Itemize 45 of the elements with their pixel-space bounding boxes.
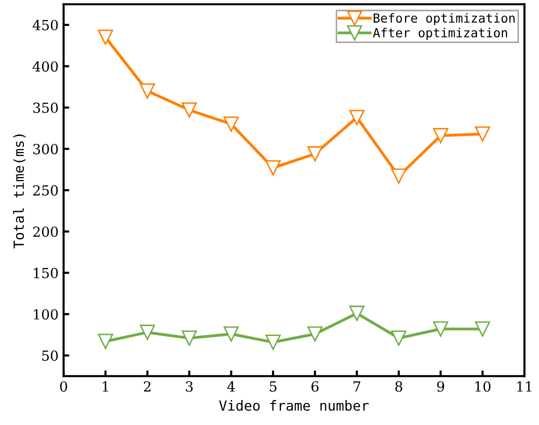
point [140,324,156,340]
y-tick-label: 150 [34,268,58,278]
point [307,146,323,162]
x-axis-title: Video frame number [219,400,369,411]
y-tick-label: 400 [32,61,58,72]
y-tick-label: 100 [34,309,58,320]
y-tick-label: 50 [42,350,58,361]
point [98,334,114,350]
y-tick-label: 200 [33,226,58,237]
y-tick-label: 450 [32,20,58,30]
y-axis-title: Total time(ms) [13,134,26,248]
y-tick-label: 350 [33,102,58,114]
point [433,128,448,144]
point [349,110,365,126]
point [433,321,448,337]
point [474,126,490,142]
x-tick-label: 1 [102,381,108,392]
point [182,102,197,118]
point [391,168,406,184]
y-tick-label: 250 [33,185,58,196]
y-tick-label: 300 [33,144,58,154]
point [349,306,365,321]
x-tick-label: 5 [270,381,276,392]
point [98,30,114,45]
point [265,160,281,176]
point [265,334,281,350]
point [474,321,490,337]
point [391,330,406,346]
x-tick-label: 0 [60,381,68,392]
point [224,326,239,342]
point [140,83,156,99]
legend-label: Before optimization [374,13,515,26]
point [224,116,239,132]
legend-label: After optimization [372,28,508,40]
x-tick-label: 6 [311,381,319,392]
x-tick-label: 9 [437,381,444,392]
point [182,330,197,346]
x-tick-label: 10 [475,381,490,392]
x-tick-label: 8 [395,381,402,392]
x-tick-label: 11 [517,381,532,392]
x-tick-label: 3 [186,381,193,392]
x-tick-label: 2 [144,381,150,392]
x-tick-label: 4 [227,381,235,392]
x-tick-label: 7 [354,381,360,392]
point [307,326,323,342]
